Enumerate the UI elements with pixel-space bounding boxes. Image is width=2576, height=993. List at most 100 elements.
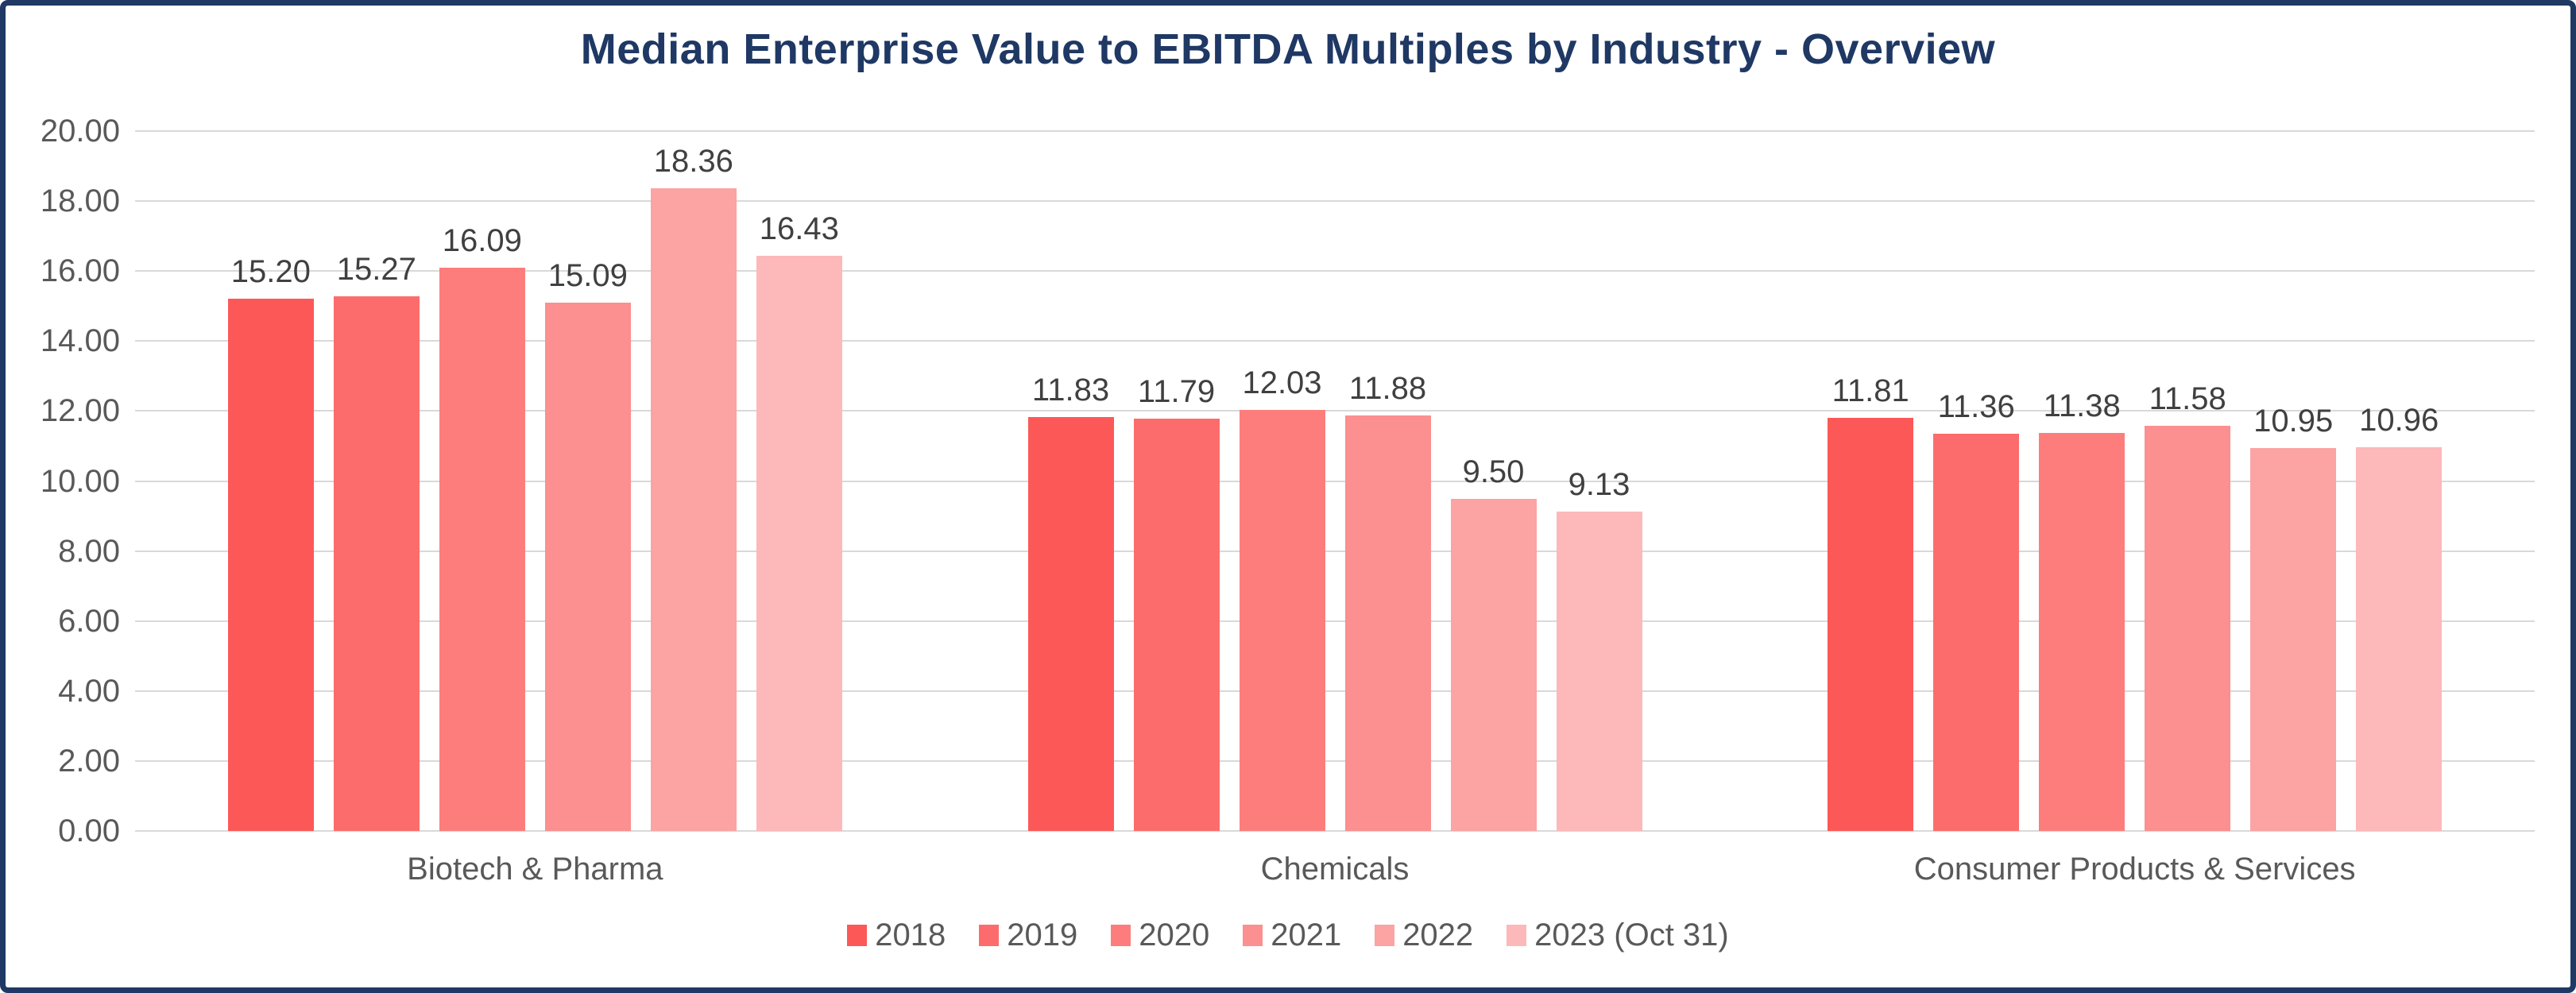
bar-value-label: 12.03 bbox=[1242, 365, 1322, 401]
bar-value-label: 9.50 bbox=[1462, 454, 1525, 489]
gridline bbox=[135, 480, 2535, 482]
bar-value-label: 11.83 bbox=[1031, 372, 1110, 408]
category-axis: Biotech & Pharma Chemicals Consumer Produc… bbox=[135, 831, 2535, 887]
bar bbox=[1027, 416, 1114, 831]
legend-label: 2020 bbox=[1139, 918, 1210, 952]
gridline bbox=[135, 340, 2535, 342]
y-tick-label: 12.00 bbox=[40, 393, 120, 429]
y-tick-label: 8.00 bbox=[58, 533, 120, 569]
legend-label: 2023 (Oct 31) bbox=[1534, 918, 1729, 952]
bar bbox=[1133, 418, 1220, 831]
bar-slot: 9.13 bbox=[1556, 131, 1642, 831]
bar-slot: 15.09 bbox=[544, 131, 631, 831]
bar bbox=[2250, 447, 2337, 831]
category-label: Biotech & Pharma bbox=[407, 852, 663, 887]
legend-label: 2022 bbox=[1402, 918, 1474, 952]
gridline bbox=[135, 130, 2535, 132]
gridline bbox=[135, 270, 2535, 272]
bar-slot: 9.50 bbox=[1450, 131, 1537, 831]
bar-slot: 11.83 bbox=[1027, 131, 1114, 831]
bar-value-label: 15.09 bbox=[547, 258, 628, 294]
gridline bbox=[135, 550, 2535, 552]
legend: 2018 2019 2020 2021 2022 2023 (Oct 31) bbox=[6, 919, 2570, 951]
bar bbox=[2356, 447, 2443, 831]
gridline bbox=[135, 200, 2535, 203]
gridline bbox=[135, 690, 2535, 692]
y-tick-label: 18.00 bbox=[40, 184, 120, 219]
gridline bbox=[135, 759, 2535, 762]
legend-label: 2021 bbox=[1271, 918, 1342, 952]
legend-swatch bbox=[1375, 924, 1395, 946]
bar-value-label: 11.88 bbox=[1348, 370, 1427, 406]
bar-slot: 16.09 bbox=[439, 131, 525, 831]
y-tick-label: 14.00 bbox=[40, 323, 120, 359]
category-label: Chemicals bbox=[1260, 852, 1410, 887]
legend-item: 2021 bbox=[1243, 919, 1341, 951]
bar-slot: 10.96 bbox=[2356, 131, 2443, 831]
bar bbox=[756, 256, 842, 831]
legend-label: 2018 bbox=[875, 918, 946, 952]
bar bbox=[439, 268, 525, 831]
bar-slot: 11.88 bbox=[1344, 131, 1431, 831]
bar-value-label: 16.43 bbox=[759, 211, 839, 247]
bar bbox=[650, 188, 737, 831]
bar-slot: 10.95 bbox=[2250, 131, 2337, 831]
bar-slot: 11.79 bbox=[1133, 131, 1220, 831]
gridline bbox=[135, 410, 2535, 412]
bar bbox=[1933, 433, 2020, 831]
plot-area: 15.20 15.27 16.09 15.09 18.36 16.43 11.83 11.79… bbox=[135, 130, 2535, 832]
bar-value-label: 10.96 bbox=[2359, 403, 2439, 439]
bar-slot: 18.36 bbox=[650, 131, 737, 831]
bar-value-label: 15.20 bbox=[230, 254, 311, 290]
bar bbox=[1239, 410, 1325, 831]
bar-value-label: 9.13 bbox=[1568, 466, 1630, 502]
bar bbox=[1556, 511, 1642, 831]
legend-item: 2023 (Oct 31) bbox=[1507, 919, 1729, 951]
bar-value-label: 18.36 bbox=[653, 144, 733, 180]
y-axis-labels: 0.00 2.00 4.00 6.00 8.00 10.00 12.00 14.00 16.00… bbox=[25, 115, 120, 847]
category-group: 11.83 11.79 12.03 11.88 9.50 9.13 bbox=[935, 131, 1735, 831]
bar-slot: 15.20 bbox=[227, 131, 314, 831]
bar bbox=[227, 299, 314, 831]
legend-label: 2019 bbox=[1007, 918, 1078, 952]
bar bbox=[1344, 415, 1431, 831]
legend-item: 2020 bbox=[1111, 919, 1209, 951]
bar-slot: 12.03 bbox=[1239, 131, 1325, 831]
bar bbox=[2145, 425, 2231, 831]
bar-slot: 11.36 bbox=[1933, 131, 2020, 831]
bar-slot: 11.58 bbox=[2145, 131, 2231, 831]
bar-value-label: 11.58 bbox=[2149, 381, 2226, 416]
legend-item: 2022 bbox=[1375, 919, 1473, 951]
gridline bbox=[135, 830, 2535, 832]
y-tick-label: 6.00 bbox=[58, 603, 120, 639]
bar-value-label: 11.38 bbox=[2043, 388, 2121, 423]
bar-value-label: 11.79 bbox=[1137, 373, 1216, 409]
gridline bbox=[135, 620, 2535, 622]
category-group: 15.20 15.27 16.09 15.09 18.36 16.43 bbox=[135, 131, 935, 831]
bar-value-label: 11.81 bbox=[1831, 373, 1909, 408]
legend-swatch bbox=[1507, 924, 1527, 946]
bar bbox=[333, 296, 420, 831]
bars-row: 15.20 15.27 16.09 15.09 18.36 16.43 11.83 11.79… bbox=[135, 131, 2535, 831]
legend-swatch bbox=[979, 924, 1000, 946]
bar-slot: 15.27 bbox=[333, 131, 420, 831]
chart-title: Median Enterprise Value to EBITDA Multip… bbox=[580, 25, 1996, 73]
bar-value-label: 15.27 bbox=[336, 252, 416, 288]
y-tick-label: 16.00 bbox=[40, 253, 120, 289]
bar-slot: 11.81 bbox=[1828, 131, 1914, 831]
category-group: 11.81 11.36 11.38 11.58 10.95 10.96 bbox=[1735, 131, 2535, 831]
bar-value-label: 16.09 bbox=[442, 223, 522, 259]
bar bbox=[544, 303, 631, 831]
bar-value-label: 11.36 bbox=[1937, 388, 2015, 424]
bar-slot: 11.38 bbox=[2039, 131, 2125, 831]
y-tick-label: 0.00 bbox=[58, 813, 120, 848]
legend-item: 2019 bbox=[979, 919, 1077, 951]
bar bbox=[2039, 432, 2125, 831]
y-tick-label: 4.00 bbox=[58, 673, 120, 709]
bar-slot: 16.43 bbox=[756, 131, 842, 831]
legend-item: 2018 bbox=[847, 919, 946, 951]
category-label: Consumer Products & Services bbox=[1913, 852, 2356, 887]
bar-value-label: 10.95 bbox=[2253, 403, 2334, 439]
bar bbox=[1828, 417, 1914, 831]
legend-swatch bbox=[1243, 924, 1263, 946]
